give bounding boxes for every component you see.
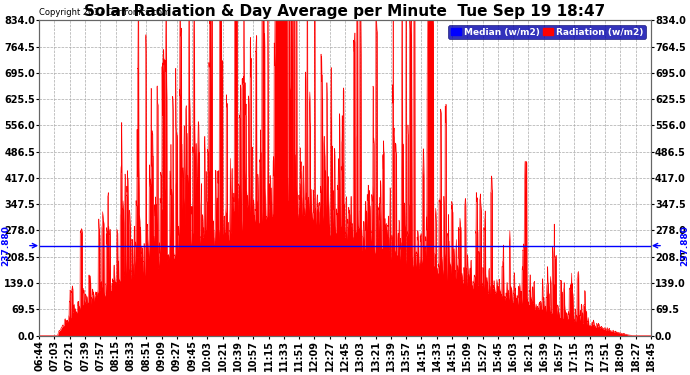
Title: Solar Radiation & Day Average per Minute  Tue Sep 19 18:47: Solar Radiation & Day Average per Minute… xyxy=(84,4,606,19)
Text: 237.880: 237.880 xyxy=(680,225,689,266)
Text: 237.880: 237.880 xyxy=(1,225,10,266)
Legend: Median (w/m2), Radiation (w/m2): Median (w/m2), Radiation (w/m2) xyxy=(448,25,647,39)
Text: Copyright 2017 Cartronics.com: Copyright 2017 Cartronics.com xyxy=(39,8,170,17)
